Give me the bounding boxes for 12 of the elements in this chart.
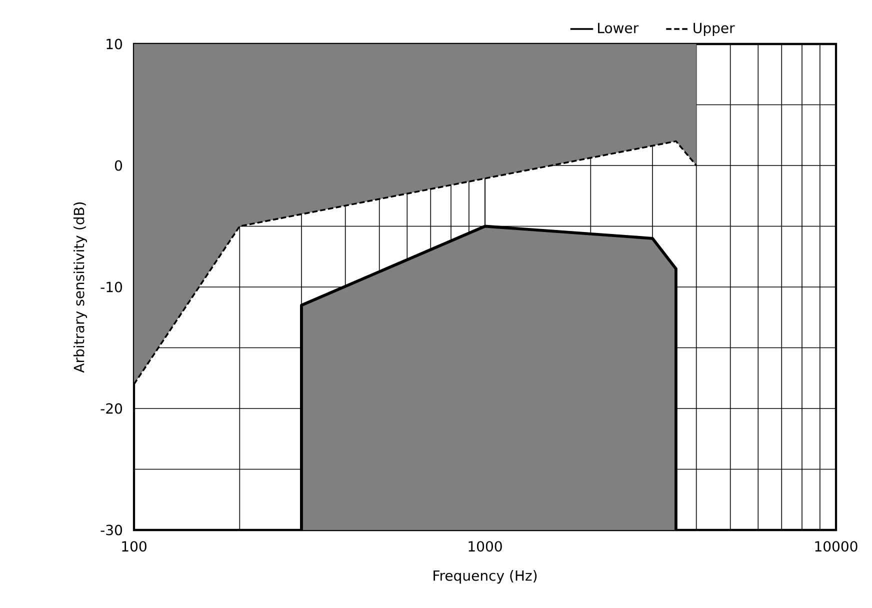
y-tick-label: -10 xyxy=(100,282,122,292)
y-axis-title: Arbitrary sensitivity (dB) xyxy=(73,202,88,373)
x-axis-title: Frequency (Hz) xyxy=(434,570,537,584)
legend-label: Upper xyxy=(694,22,735,36)
y-tick-label: -20 xyxy=(100,403,122,414)
y-tick-label: -30 xyxy=(100,524,122,536)
y-tick-label: 0 xyxy=(114,160,122,171)
x-tick-label: 100 xyxy=(122,541,146,552)
x-tick-label: 10000 xyxy=(815,541,858,552)
x-tick-label: 1000 xyxy=(468,541,502,552)
y-tick-label: 10 xyxy=(106,38,122,50)
legend-label: Lower xyxy=(598,22,639,34)
